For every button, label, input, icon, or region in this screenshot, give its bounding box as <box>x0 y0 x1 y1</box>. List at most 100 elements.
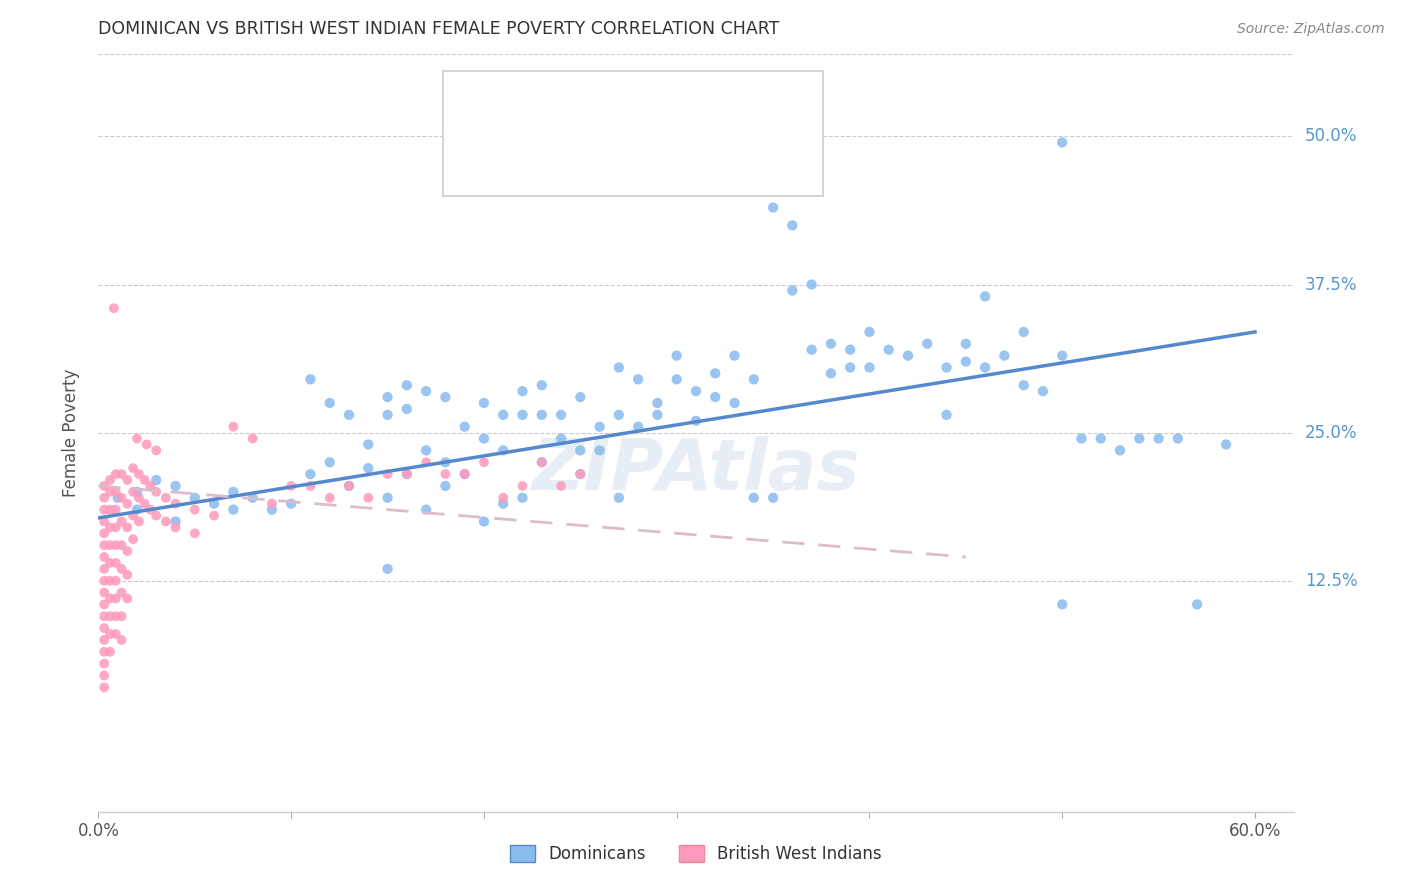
Point <box>762 491 785 505</box>
Point <box>122 461 145 475</box>
Point <box>104 556 127 570</box>
Point <box>125 432 148 446</box>
Point <box>395 467 418 481</box>
Point <box>98 538 121 552</box>
Point <box>377 562 399 576</box>
Text: 50.0%: 50.0% <box>1305 128 1357 145</box>
Point <box>762 201 785 215</box>
Point <box>104 467 127 481</box>
Point <box>222 484 245 499</box>
Text: N =: N = <box>664 90 700 109</box>
Bar <box>465 144 503 181</box>
Point <box>917 336 939 351</box>
Text: 37.5%: 37.5% <box>1305 276 1357 293</box>
Point <box>569 390 592 404</box>
Point <box>93 681 115 695</box>
Point <box>1050 349 1073 363</box>
Point <box>110 467 132 481</box>
Point <box>242 432 264 446</box>
Point <box>93 657 115 671</box>
Point <box>472 432 495 446</box>
Point <box>647 396 669 410</box>
Point <box>319 396 342 410</box>
Point <box>107 491 129 505</box>
Point <box>685 384 707 399</box>
Point <box>117 591 139 606</box>
Point <box>93 668 115 682</box>
FancyBboxPatch shape <box>443 71 823 196</box>
Point <box>839 343 862 357</box>
Point <box>165 520 187 534</box>
Point <box>110 609 132 624</box>
Point <box>569 467 592 481</box>
Text: 0.475: 0.475 <box>568 90 626 109</box>
Point <box>974 360 997 375</box>
Point <box>128 515 150 529</box>
Point <box>299 372 322 386</box>
Point <box>1090 432 1112 446</box>
Point <box>125 502 148 516</box>
Point <box>104 502 127 516</box>
Point <box>122 508 145 523</box>
Point <box>125 484 148 499</box>
Point <box>782 219 804 233</box>
Point <box>569 467 592 481</box>
Legend: Dominicans, British West Indians: Dominicans, British West Indians <box>502 837 890 871</box>
Text: 12.5%: 12.5% <box>1305 572 1357 590</box>
Point <box>110 585 132 599</box>
Point <box>1012 378 1035 392</box>
Point <box>93 538 115 552</box>
Point <box>98 627 121 641</box>
Text: R =: R = <box>519 153 555 171</box>
Point <box>93 479 115 493</box>
Point <box>117 544 139 558</box>
Point <box>93 491 115 505</box>
Point <box>202 508 225 523</box>
Point <box>117 497 139 511</box>
Point <box>415 443 437 458</box>
Point <box>1070 432 1092 446</box>
Point <box>139 502 162 516</box>
Point <box>742 372 765 386</box>
Point <box>117 520 139 534</box>
Text: 89: 89 <box>724 153 749 171</box>
Point <box>512 479 534 493</box>
Point <box>104 574 127 588</box>
Point <box>415 384 437 399</box>
Text: Source: ZipAtlas.com: Source: ZipAtlas.com <box>1237 22 1385 37</box>
Text: DOMINICAN VS BRITISH WEST INDIAN FEMALE POVERTY CORRELATION CHART: DOMINICAN VS BRITISH WEST INDIAN FEMALE … <box>98 21 780 38</box>
Point <box>93 609 115 624</box>
Point <box>492 497 515 511</box>
Point <box>1032 384 1054 399</box>
Point <box>512 491 534 505</box>
Point <box>434 467 457 481</box>
Point <box>110 538 132 552</box>
Point <box>222 502 245 516</box>
Point <box>122 484 145 499</box>
Point <box>1050 136 1073 150</box>
Point <box>377 491 399 505</box>
Point <box>357 461 380 475</box>
Text: -0.142: -0.142 <box>568 153 633 171</box>
Point <box>134 497 156 511</box>
Point <box>434 479 457 493</box>
Point <box>98 574 121 588</box>
Point <box>974 289 997 303</box>
Point <box>742 491 765 505</box>
Point <box>395 401 418 416</box>
Point <box>955 354 977 368</box>
Point <box>145 508 167 523</box>
Point <box>104 484 127 499</box>
Point <box>453 419 475 434</box>
Point <box>704 390 727 404</box>
Point <box>184 526 207 541</box>
Point <box>337 408 360 422</box>
Point <box>165 497 187 511</box>
Point <box>665 372 688 386</box>
Point <box>104 538 127 552</box>
Point <box>93 632 115 647</box>
Text: ZIPAtlas: ZIPAtlas <box>531 436 860 505</box>
Point <box>184 491 207 505</box>
Point <box>1147 432 1170 446</box>
Point <box>1185 598 1208 612</box>
